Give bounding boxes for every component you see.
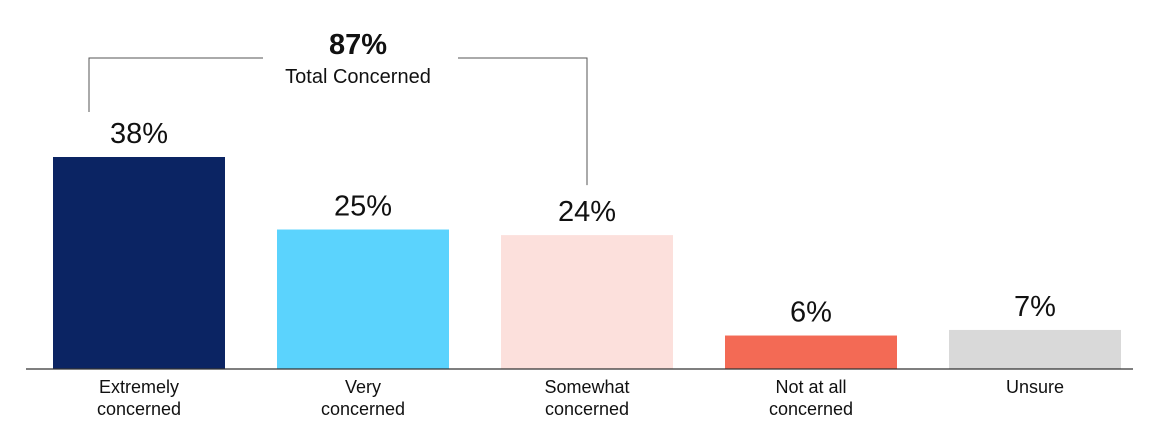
category-label-3-line-0: Not at all	[775, 377, 846, 397]
value-labels-group: 38% 25% 24% 6% 7%	[110, 118, 1056, 329]
category-label-2: Somewhat concerned	[544, 377, 629, 419]
annotation-value: 87%	[329, 29, 387, 61]
value-label-0: 38%	[110, 118, 168, 150]
value-label-1: 25%	[334, 191, 392, 223]
bars-group	[53, 157, 1121, 369]
bar-2	[501, 235, 673, 369]
bar-3	[725, 335, 897, 369]
value-label-4: 7%	[1014, 291, 1056, 323]
value-label-3: 6%	[790, 297, 832, 329]
category-label-2-line-0: Somewhat	[544, 377, 629, 397]
bar-0	[53, 157, 225, 369]
category-label-4-line-0: Unsure	[1006, 377, 1064, 397]
category-label-3: Not at all concerned	[769, 377, 853, 419]
category-label-3-line-1: concerned	[769, 399, 853, 419]
category-label-1-line-1: concerned	[321, 399, 405, 419]
category-label-2-line-1: concerned	[545, 399, 629, 419]
annotation-label: Total Concerned	[285, 66, 431, 88]
category-label-0-line-1: concerned	[97, 399, 181, 419]
category-label-1-line-0: Very	[345, 377, 381, 397]
category-label-0: Extremely concerned	[97, 377, 181, 419]
bracket-right	[458, 57, 588, 186]
bar-1	[277, 229, 449, 369]
bar-4	[949, 329, 1121, 369]
value-label-2: 24%	[558, 196, 616, 228]
category-label-0-line-0: Extremely	[99, 377, 179, 397]
bracket-left	[88, 57, 263, 112]
category-label-4: Unsure	[1006, 377, 1064, 397]
category-label-1: Very concerned	[321, 377, 405, 419]
total-concerned-annotation: 87% Total Concerned	[88, 29, 588, 186]
